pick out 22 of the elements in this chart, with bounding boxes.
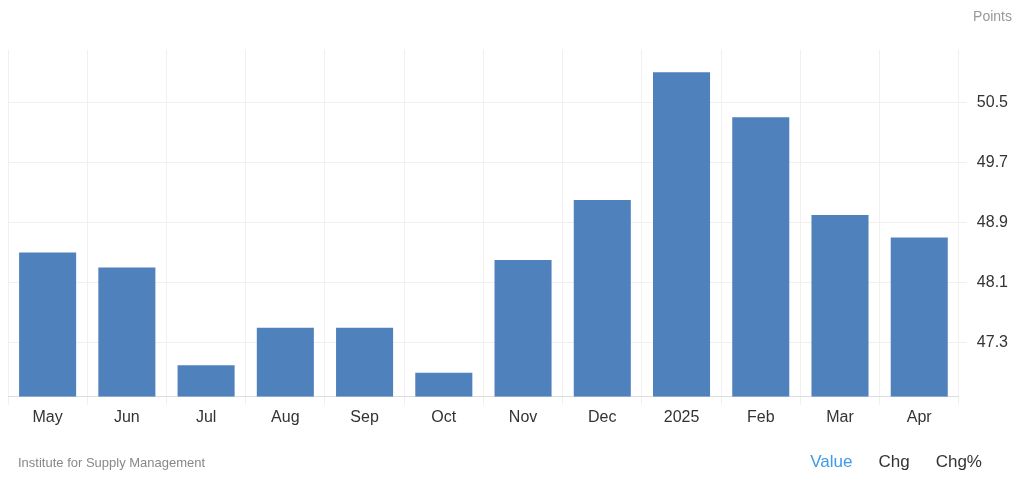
- x-tick-label: Nov: [508, 407, 538, 425]
- x-tick-label: Apr: [906, 407, 933, 425]
- y-tick-label: 47.3: [976, 333, 1009, 351]
- y-axis-title: Points: [973, 8, 1012, 24]
- y-tick-label: 49.7: [976, 152, 1009, 170]
- x-tick-label: Jun: [113, 407, 140, 425]
- text: Value: [810, 452, 853, 472]
- text: Institute for Supply Management: [18, 455, 206, 470]
- x-tick-label: Oct: [431, 407, 457, 425]
- x-tick-label: Dec: [588, 407, 617, 425]
- y-tick-label: 50.5: [976, 92, 1009, 110]
- text: Chg%: [935, 452, 982, 472]
- x-tick-label: Sep: [350, 407, 379, 425]
- x-tick-label: Aug: [271, 407, 300, 425]
- x-tick-label: Feb: [746, 407, 775, 425]
- x-tick-label: Mar: [826, 407, 855, 425]
- y-tick-label: 48.1: [976, 272, 1009, 290]
- x-tick-label: May: [32, 407, 63, 425]
- x-tick-label: 2025: [663, 407, 700, 425]
- y-tick-label: 48.9: [976, 212, 1009, 230]
- text: Chg: [878, 452, 910, 472]
- x-tick-label: Jul: [195, 407, 217, 425]
